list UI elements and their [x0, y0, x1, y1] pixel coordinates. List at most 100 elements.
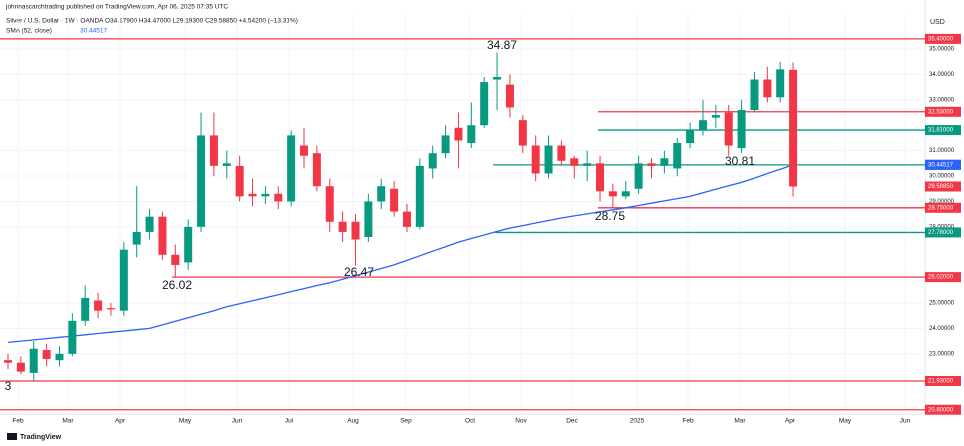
- candle-body: [235, 165, 244, 197]
- candle-body: [338, 221, 347, 232]
- candle-body: [55, 353, 64, 361]
- level-label-box: [925, 106, 961, 117]
- y-tick-label: 28.00000: [929, 224, 955, 230]
- level-label-box: [925, 33, 961, 44]
- candle-body: [570, 158, 579, 166]
- level-label: 31.81000: [928, 128, 954, 134]
- x-tick-label: Apr: [785, 418, 796, 425]
- x-tick-label: Sep: [400, 418, 412, 425]
- candle-body: [608, 191, 617, 197]
- level-label-box: [925, 404, 961, 415]
- candle-body: [480, 82, 489, 126]
- candle-body: [583, 163, 592, 166]
- candle-body: [557, 145, 566, 161]
- y-tick-label: 31.00000: [929, 148, 955, 154]
- currency: USD: [930, 19, 945, 26]
- candle-body: [428, 153, 437, 169]
- candle-body: [364, 201, 373, 238]
- candle-body: [351, 221, 360, 240]
- x-tick-label: Jun: [900, 418, 911, 425]
- level-label-box: [925, 202, 961, 213]
- price-label: 30.44517: [928, 162, 954, 168]
- x-tick-label: Nov: [515, 418, 527, 425]
- candle-body: [467, 125, 476, 144]
- level-label: 28.75000: [928, 205, 954, 211]
- level-label-box: [925, 272, 961, 283]
- candle-body: [16, 362, 25, 372]
- level-label-box: [925, 227, 961, 238]
- level-label: 27.78000: [928, 230, 954, 236]
- candle-body: [647, 163, 656, 166]
- candle-body: [222, 163, 231, 166]
- candle-body: [763, 79, 772, 98]
- candle-body: [454, 127, 463, 141]
- header: johnnascarchtrading published on Trading…: [5, 4, 228, 11]
- candle-body: [171, 254, 180, 265]
- x-tick-label: Jun: [232, 418, 243, 425]
- x-tick-label: 2025: [630, 418, 645, 425]
- candle-body: [596, 163, 605, 192]
- candle-body: [698, 120, 707, 131]
- level-label-box: [925, 376, 961, 387]
- candle-body: [724, 112, 733, 146]
- annotation: 3: [5, 379, 12, 393]
- price-label-box: [925, 159, 961, 170]
- candle-body: [94, 300, 103, 311]
- x-tick-label: Jul: [285, 418, 294, 425]
- candle-body: [158, 216, 167, 255]
- candle-body: [505, 84, 514, 108]
- candle-body: [248, 193, 257, 197]
- candle-body: [750, 79, 759, 111]
- candle-body: [531, 145, 540, 174]
- candle-body: [634, 163, 643, 189]
- candle-body: [287, 135, 296, 202]
- candle-body: [686, 130, 695, 144]
- annotation: 28.75: [595, 209, 625, 223]
- candle-body: [209, 135, 218, 166]
- y-tick-label: 29.00000: [929, 199, 955, 205]
- indicator: SMA (52, close): [6, 28, 52, 35]
- candle-body: [377, 186, 386, 202]
- candle-body: [42, 350, 51, 359]
- price-label: 29.58850: [928, 184, 954, 190]
- x-tick-label: Oct: [465, 418, 475, 425]
- candle-body: [402, 211, 411, 227]
- candle-body: [145, 216, 154, 232]
- candle-body: [415, 165, 424, 227]
- candle-body: [197, 135, 206, 227]
- annotation: 26.47: [344, 265, 374, 279]
- candle-body: [184, 226, 193, 263]
- candle-body: [132, 231, 141, 245]
- y-tick-label: 35.00000: [929, 47, 955, 53]
- candle-body: [312, 153, 321, 187]
- candle-body: [776, 69, 785, 98]
- level-label: 26.02000: [928, 275, 954, 281]
- level-label: 20.80000: [928, 407, 954, 413]
- indicator-value: 30.44517: [80, 28, 107, 35]
- x-tick-label: Feb: [682, 418, 694, 425]
- y-tick-label: 24.00000: [929, 326, 955, 332]
- x-tick-label: May: [839, 418, 852, 425]
- candle-body: [106, 308, 115, 310]
- x-tick-label: Feb: [12, 418, 24, 425]
- level-label: 35.40000: [928, 36, 954, 42]
- sma-line: [7, 164, 794, 344]
- annotation: 34.87: [487, 38, 517, 52]
- x-tick-label: Mar: [62, 418, 74, 425]
- candle-body: [300, 145, 309, 156]
- candle-body: [274, 193, 283, 202]
- annotation: 26.02: [162, 278, 192, 292]
- candle-body: [390, 188, 399, 212]
- y-tick-label: 25.00000: [929, 301, 955, 307]
- x-tick-label: Aug: [347, 418, 359, 425]
- candle-body: [789, 69, 798, 187]
- candle-body: [29, 348, 38, 373]
- candle-body: [81, 297, 90, 321]
- candle-body: [68, 320, 77, 354]
- candle-body: [518, 120, 527, 146]
- candle-body: [544, 145, 553, 174]
- candle-body: [261, 193, 270, 197]
- level-label-box: [925, 125, 961, 136]
